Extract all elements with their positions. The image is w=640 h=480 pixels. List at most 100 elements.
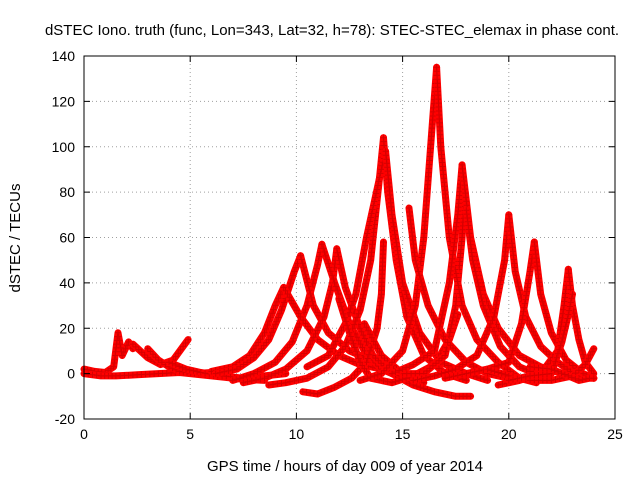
data-point (526, 272, 533, 279)
y-tick-label: 0 (67, 366, 75, 382)
data-point (450, 314, 457, 321)
data-point (169, 360, 176, 367)
data-point (340, 310, 347, 317)
data-point (380, 239, 387, 245)
data-point (334, 287, 341, 294)
data-point (304, 323, 311, 330)
data-point (498, 370, 505, 377)
data-point (510, 376, 516, 383)
data-point (472, 268, 479, 275)
data-point (303, 275, 310, 282)
series-track (299, 238, 387, 398)
data-point (587, 352, 594, 358)
data-point (339, 307, 346, 314)
data-point (321, 388, 328, 395)
data-point (389, 359, 395, 366)
data-point (561, 353, 568, 360)
data-point (323, 343, 330, 350)
data-point (338, 303, 345, 310)
data-point (402, 287, 409, 294)
data-point (435, 327, 442, 334)
data-point (362, 242, 368, 249)
y-axis-ticks: -20 0 20 40 60 80 100 120 140 (52, 48, 615, 427)
data-point (295, 324, 302, 331)
data-point (426, 357, 433, 364)
data-point (316, 253, 323, 260)
data-point (547, 325, 554, 332)
data-point (298, 353, 304, 360)
data-point (435, 331, 441, 338)
data-point (407, 321, 413, 328)
data-point (445, 362, 452, 369)
data-point (572, 317, 579, 324)
data-point (569, 362, 576, 369)
data-point (363, 276, 370, 283)
data-point (590, 345, 597, 352)
data-point (384, 378, 391, 385)
data-point (305, 283, 312, 290)
data-point (374, 345, 381, 352)
data-point (307, 341, 314, 348)
x-tick-label: 20 (501, 426, 517, 442)
y-axis-label: dSTEC / TECUs (7, 184, 24, 293)
data-point (337, 261, 344, 268)
data-point (521, 300, 528, 307)
data-point (355, 355, 362, 362)
data-point (481, 334, 488, 341)
data-point (518, 320, 525, 327)
data-point (415, 268, 422, 275)
data-point (115, 333, 122, 340)
data-point (471, 368, 478, 375)
data-point (514, 279, 521, 286)
x-axis-ticks: 0 5 10 15 20 25 (80, 56, 623, 442)
data-point (427, 350, 434, 357)
data-point (406, 299, 413, 306)
data-point (310, 276, 317, 283)
data-point (225, 367, 232, 374)
data-point (442, 299, 448, 306)
data-point (299, 260, 306, 267)
data-point (346, 309, 353, 316)
data-point (463, 377, 470, 384)
data-point (244, 359, 251, 366)
data-point (526, 321, 533, 328)
data-point (492, 305, 499, 312)
data-point (451, 310, 458, 317)
data-point (448, 392, 455, 399)
data-point (438, 315, 445, 322)
data-point (546, 322, 553, 329)
data-point (324, 387, 331, 393)
data-point (375, 357, 382, 364)
data-point (293, 328, 300, 334)
data-point (350, 340, 357, 347)
data-point (335, 253, 342, 260)
data-point (176, 363, 183, 370)
data-point (410, 310, 417, 317)
series-track (526, 363, 598, 384)
data-point (361, 365, 368, 372)
data-point (566, 359, 573, 366)
data-point (416, 272, 423, 279)
data-point (337, 299, 344, 306)
data-point (237, 363, 244, 370)
data-point (495, 382, 502, 388)
data-point (486, 324, 493, 331)
data-point (470, 261, 477, 267)
data-point (369, 364, 376, 371)
data-point (324, 298, 331, 305)
data-point (292, 304, 298, 311)
data-point (290, 335, 297, 342)
data-point (93, 372, 100, 379)
data-point (365, 226, 372, 233)
data-point (243, 372, 250, 379)
data-point (357, 377, 364, 384)
data-point (138, 349, 145, 356)
data-point (580, 370, 587, 377)
data-point (393, 239, 400, 246)
data-point (409, 313, 416, 320)
data-point (298, 256, 305, 263)
data-point (357, 303, 364, 310)
data-point (414, 264, 421, 271)
data-point (563, 319, 570, 326)
data-point (367, 347, 373, 354)
